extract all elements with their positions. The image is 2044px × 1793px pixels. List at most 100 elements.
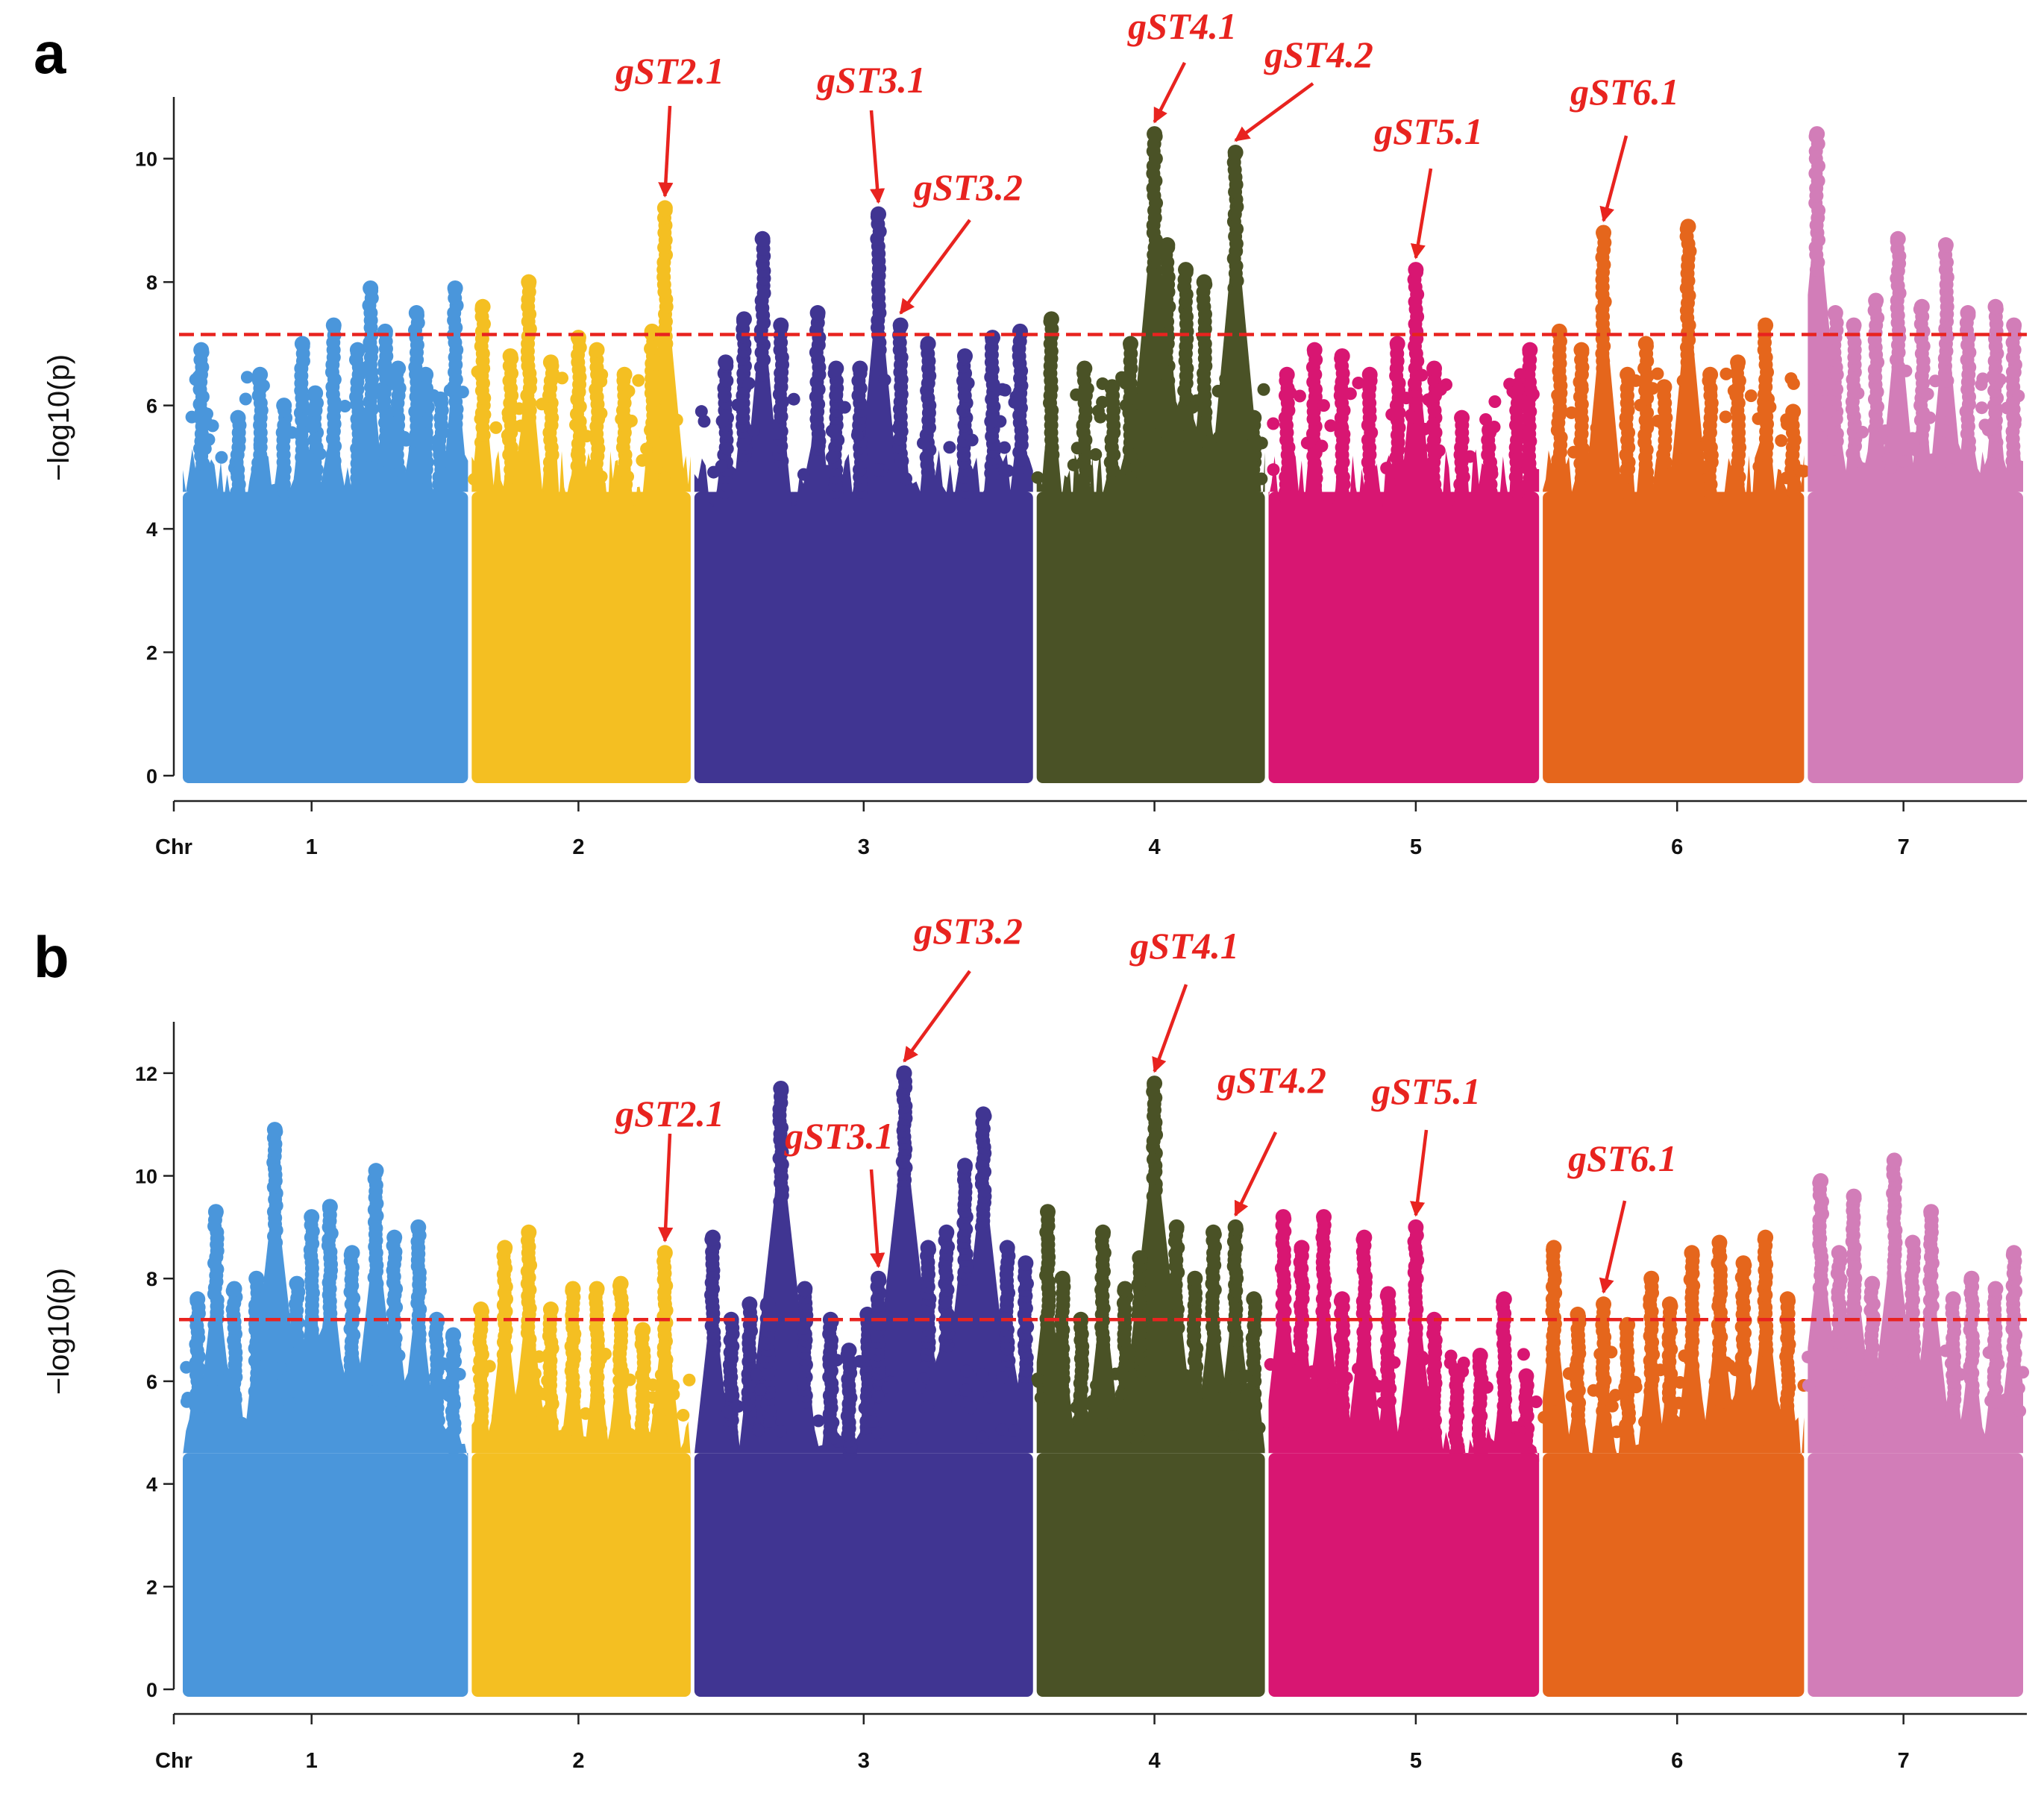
snp-point — [1001, 464, 1015, 477]
chromosome-1-series — [180, 1122, 468, 1697]
x-tick-label-chr-5: 5 — [1410, 835, 1422, 859]
snp-point — [1214, 1380, 1227, 1393]
snp-point — [1031, 471, 1044, 484]
peak-snp-point — [1472, 1348, 1488, 1363]
peak-snp-point — [1987, 1281, 2004, 1297]
peak-snp-point — [1546, 1240, 1562, 1256]
snp-point — [1443, 1357, 1457, 1370]
snp-point — [1620, 450, 1633, 463]
annotation-gst4-2: gST4.2 — [1234, 34, 1373, 142]
snp-point — [858, 1401, 871, 1415]
snp-point — [541, 1374, 554, 1387]
snp-point — [908, 1431, 921, 1445]
peak-snp-point — [1522, 342, 1538, 358]
snp-point — [1922, 1404, 1935, 1417]
snp-point — [569, 418, 583, 432]
snp-point — [251, 462, 264, 476]
snp-point — [437, 1357, 451, 1371]
x-tick-label-chr-1: 1 — [306, 1749, 318, 1773]
snp-point — [1567, 445, 1581, 459]
snp-point — [1729, 1363, 1743, 1377]
x-tick-label-chr-3: 3 — [858, 835, 870, 859]
snp-point — [1487, 420, 1501, 433]
snp-point — [1537, 1410, 1551, 1424]
snp-point — [1517, 1348, 1530, 1361]
peak-snp-point — [344, 1245, 360, 1261]
snp-point — [1229, 1369, 1242, 1382]
peak-snp-point — [497, 1240, 513, 1256]
snp-point — [209, 1434, 222, 1447]
snp-point — [2009, 413, 2022, 427]
snp-point — [1219, 1420, 1232, 1434]
snp-point — [1834, 1432, 1848, 1445]
snp-point — [1193, 435, 1206, 448]
peak-snp-point — [1147, 1076, 1163, 1092]
snp-point — [1940, 424, 1953, 438]
y-axis-label-a: −log10(p) — [43, 354, 75, 481]
snp-point — [312, 1362, 325, 1375]
annotation-arrow — [903, 970, 971, 1063]
snp-point — [1975, 401, 1989, 415]
chr-1-base-points — [183, 492, 468, 783]
peak-snp-point — [589, 342, 605, 358]
snp-point — [1094, 410, 1107, 424]
peak-snp-point — [266, 1122, 283, 1138]
snp-point — [752, 1423, 765, 1436]
snp-point — [1809, 372, 1822, 386]
peak-snp-point — [248, 1270, 265, 1287]
x-ticks-a: Chr 1 2 3 4 5 6 7 — [155, 801, 1910, 859]
snp-point — [400, 1414, 413, 1428]
snp-point — [1827, 1350, 1840, 1363]
snp-point — [827, 1431, 841, 1445]
snp-point — [891, 421, 905, 435]
snp-point — [180, 1360, 193, 1374]
snp-point — [1986, 369, 1999, 383]
annotation-gst4-2: gST4.2 — [1217, 1059, 1326, 1217]
snp-point — [986, 467, 1000, 480]
snp-point — [213, 1348, 226, 1362]
snp-point — [853, 1354, 867, 1368]
peak-snp-point — [1012, 323, 1028, 339]
snp-point — [654, 1431, 668, 1445]
snp-point — [468, 473, 481, 486]
snp-point — [1885, 1364, 1899, 1378]
snp-point — [1756, 1433, 1769, 1446]
snp-point — [721, 442, 734, 456]
snp-point — [1686, 1360, 1699, 1374]
annotation-label: gST5.1 — [1373, 110, 1483, 152]
peak-snp-point — [718, 354, 734, 371]
snp-point — [478, 408, 492, 421]
peak-snp-point — [736, 311, 752, 327]
snp-point — [1895, 1350, 1908, 1363]
peak-snp-point — [871, 1270, 887, 1287]
x-tick-label-chr-2: 2 — [572, 835, 584, 859]
peak-snp-point — [408, 305, 424, 321]
snp-point — [1629, 374, 1643, 387]
snp-point — [838, 401, 851, 414]
snp-point — [517, 1420, 530, 1434]
annotation-label: gST2.1 — [615, 1093, 724, 1134]
x-tick-label-chr-7: 7 — [1898, 1749, 1910, 1773]
snp-point — [598, 1347, 612, 1360]
snp-point — [369, 1384, 382, 1398]
peak-snp-point — [377, 323, 393, 339]
snp-point — [666, 1426, 680, 1439]
snp-point — [1596, 1384, 1610, 1397]
snp-point — [1247, 434, 1261, 448]
peak-snp-point — [1187, 1270, 1203, 1287]
x-ticks-b: Chr 1 2 3 4 5 6 7 — [155, 1714, 1910, 1773]
snp-point — [533, 1350, 546, 1363]
snp-point — [871, 1426, 885, 1439]
peak-snp-point — [1779, 1291, 1796, 1307]
peak-snp-point — [390, 360, 407, 377]
snp-point — [1419, 1428, 1432, 1441]
snp-point — [1488, 395, 1502, 409]
snp-point — [1646, 382, 1659, 395]
peak-snp-point — [1735, 1255, 1752, 1272]
snp-point — [1724, 1403, 1737, 1416]
snp-point — [921, 1400, 935, 1413]
snp-point — [363, 449, 376, 462]
snp-point — [253, 438, 266, 451]
snp-point — [965, 433, 979, 447]
snp-point — [528, 1367, 542, 1381]
